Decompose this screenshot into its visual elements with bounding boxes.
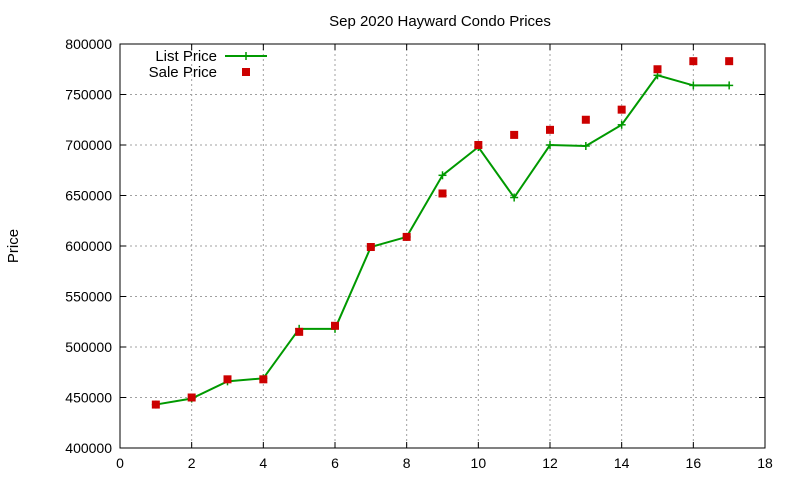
sale-price-marker — [653, 65, 662, 74]
x-tick-label: 14 — [614, 455, 630, 471]
data-series — [151, 57, 734, 409]
y-tick-label: 400000 — [65, 440, 112, 456]
x-tick-label: 16 — [686, 455, 702, 471]
sale-price-marker — [581, 115, 590, 124]
y-tick-label: 550000 — [65, 289, 112, 305]
list-price-marker — [725, 81, 734, 90]
y-tick-label: 500000 — [65, 339, 112, 355]
x-tick-label: 0 — [116, 455, 124, 471]
sale-price-marker — [223, 375, 232, 384]
x-tick-label: 6 — [331, 455, 339, 471]
sale-price-marker — [474, 141, 483, 149]
sale-price-marker — [259, 375, 268, 384]
list-price-marker — [510, 193, 519, 202]
list-price-marker — [617, 120, 626, 129]
y-tick-label: 800000 — [65, 36, 112, 52]
x-tick-label: 12 — [542, 455, 558, 471]
x-tick-label: 4 — [259, 455, 267, 471]
sale-price-marker — [546, 125, 554, 134]
list-price-line — [155, 74, 730, 406]
y-axis-label: Price — [5, 229, 22, 263]
sale-price-marker — [366, 243, 375, 252]
y-tick-label: 700000 — [65, 137, 112, 153]
sale-price-marker — [725, 57, 734, 66]
sale-price-marker — [151, 400, 160, 409]
legend-label-list-price: List Price — [155, 48, 217, 65]
sale-price-marker — [187, 393, 196, 402]
y-tick-label: 650000 — [65, 188, 112, 204]
legend-label-sale-price: Sale Price — [149, 64, 217, 81]
axis-ticks: 400000 450000 500000 550000 600000 650000 7000… — [65, 36, 773, 471]
x-tick-label: 10 — [471, 455, 487, 471]
plot-frame — [119, 43, 766, 449]
list-price-marker — [438, 171, 447, 180]
legend-swatch-sale-price — [242, 68, 250, 76]
sale-price-marker — [438, 189, 447, 198]
list-price-marker — [546, 141, 554, 149]
sale-price-marker — [617, 105, 626, 114]
x-tick-label: 2 — [188, 455, 196, 471]
sale-price-marker — [402, 232, 411, 241]
x-tick-label: 8 — [403, 455, 411, 471]
sale-price-marker — [331, 321, 339, 330]
x-tick-label: 18 — [757, 455, 773, 471]
chart-title: Sep 2020 Hayward Condo Prices — [329, 13, 551, 30]
list-price-marker — [581, 142, 590, 151]
list-price-marker — [689, 81, 698, 90]
sale-price-marker — [295, 327, 304, 336]
sale-price-marker — [510, 130, 519, 139]
y-tick-label: 750000 — [65, 87, 112, 103]
sale-price-marker — [689, 57, 698, 66]
y-tick-label: 600000 — [65, 238, 112, 254]
y-tick-label: 450000 — [65, 390, 112, 406]
